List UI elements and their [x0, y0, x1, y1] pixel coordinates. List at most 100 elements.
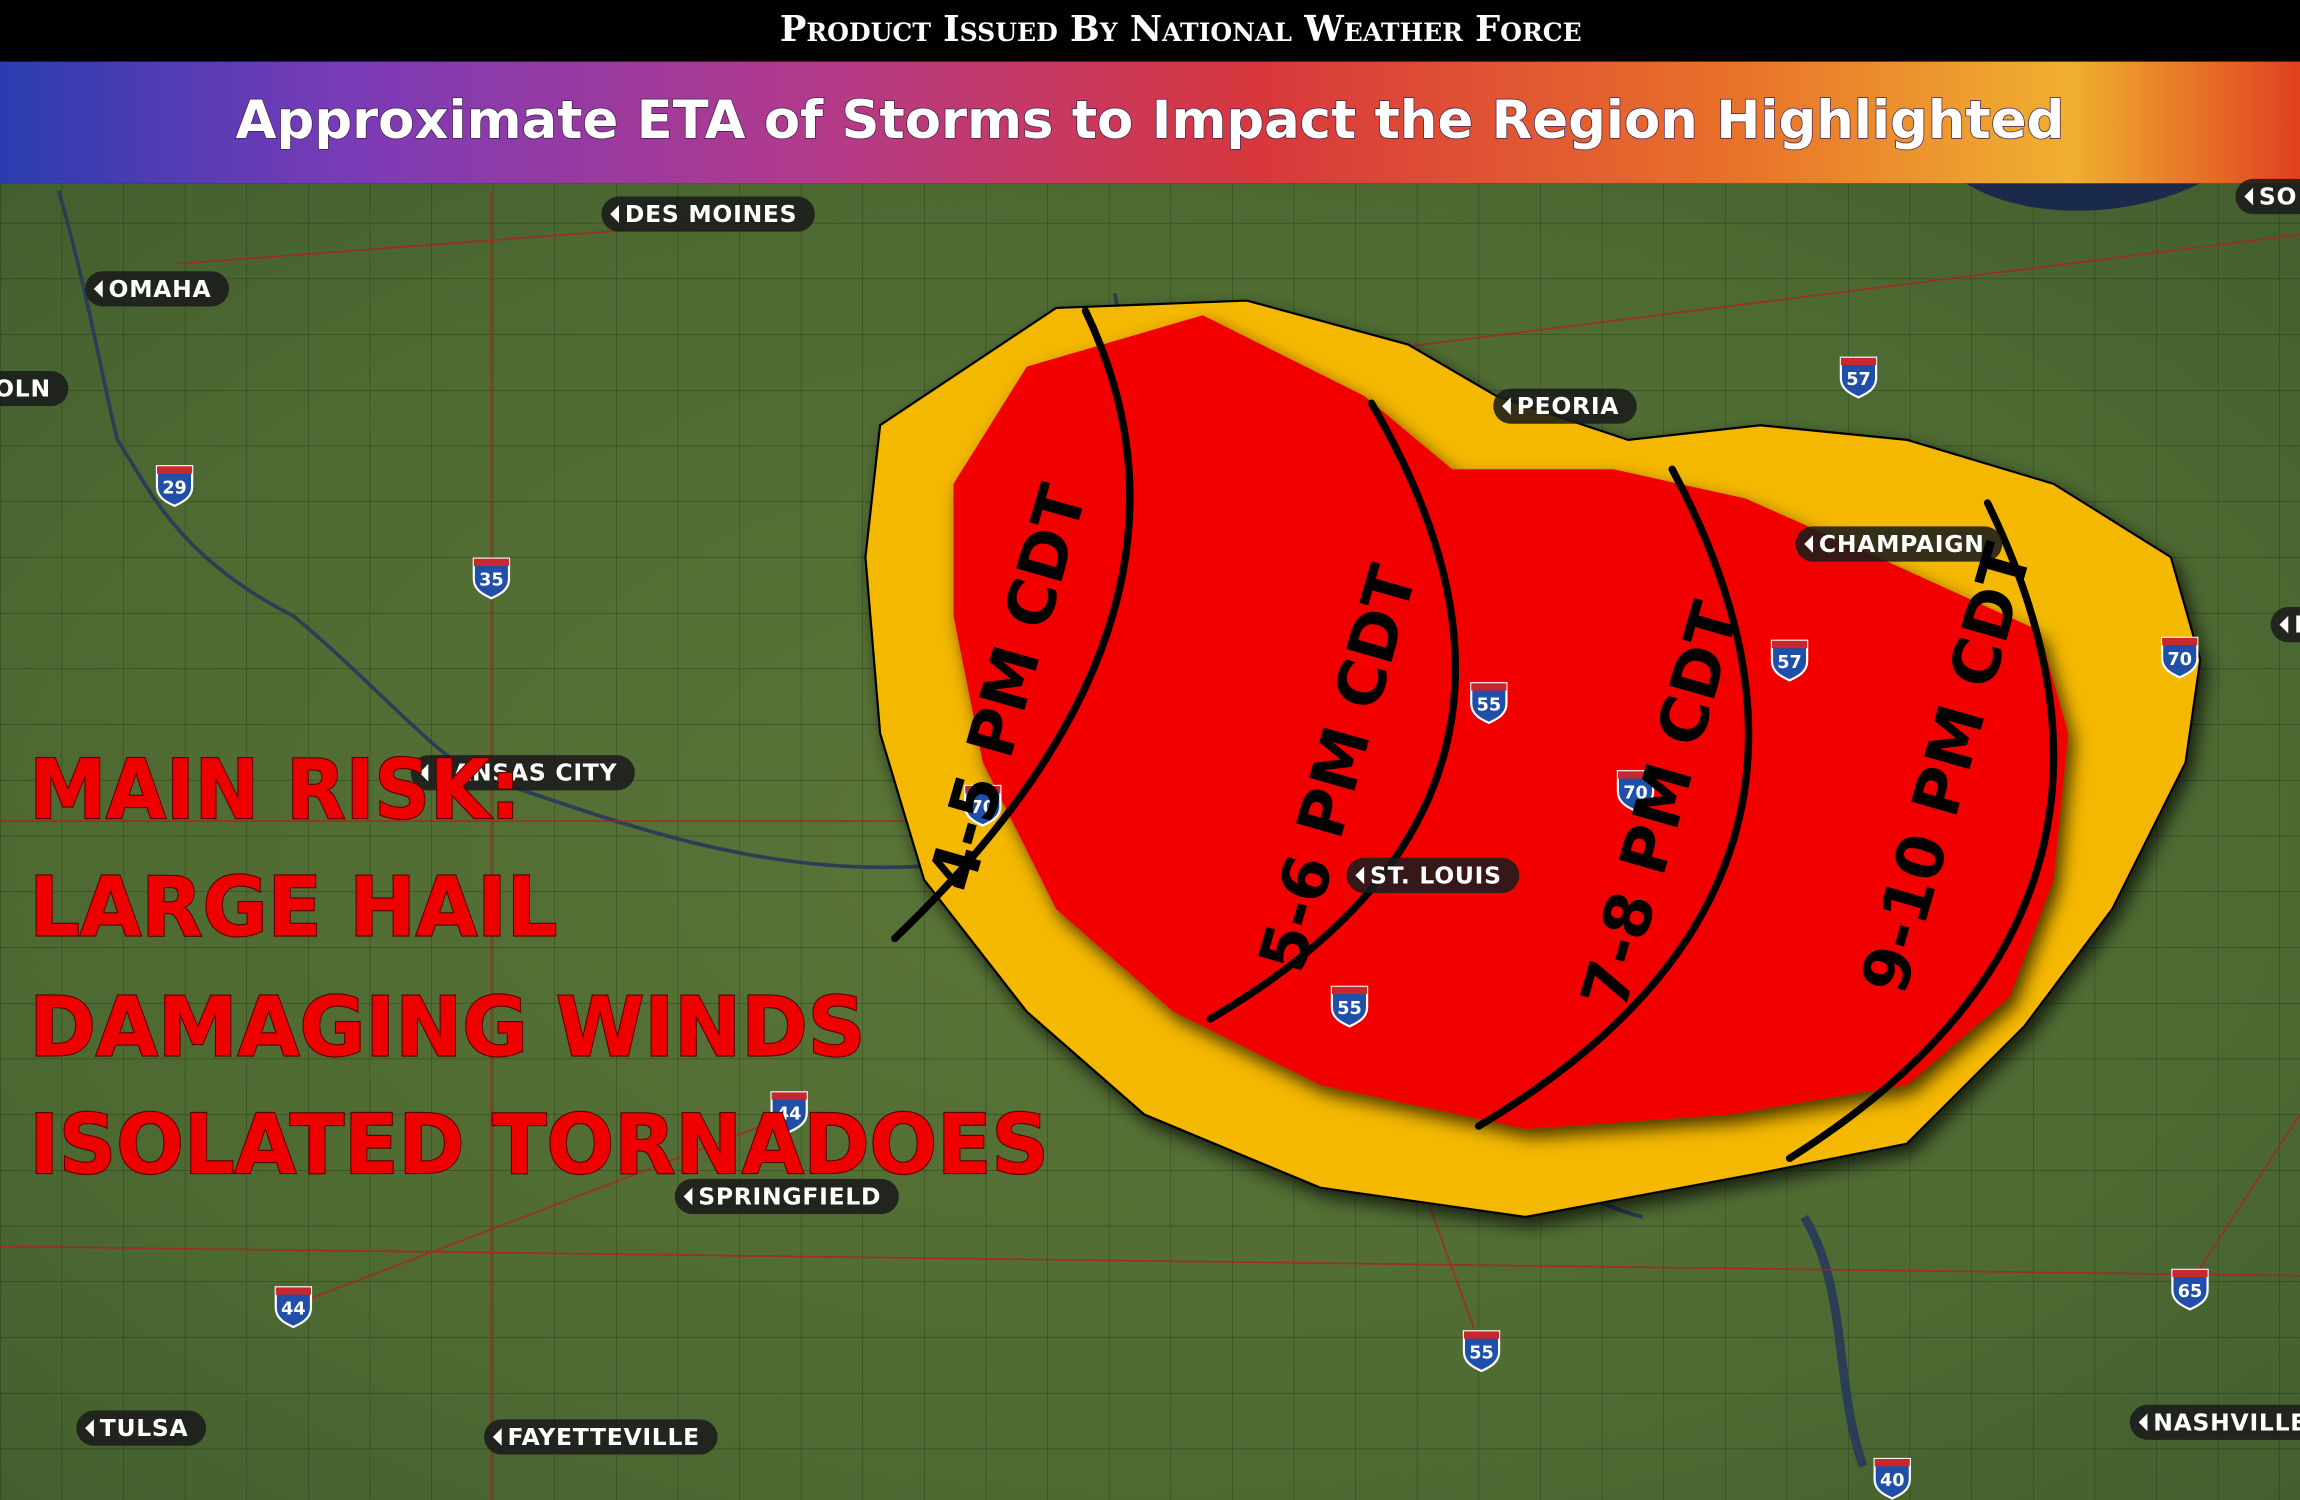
- interstate-shield: 55: [1330, 985, 1369, 1028]
- shield-number: 55: [1477, 695, 1501, 715]
- shield-shape: [1616, 770, 1655, 813]
- interstate-shield: 70: [964, 784, 1002, 827]
- interstate-shield: 35: [472, 557, 511, 600]
- interstate-shield: 29: [155, 465, 194, 508]
- shield-number: 44: [281, 1299, 305, 1319]
- city-name: KANSAS CITY: [434, 759, 617, 787]
- city-pill: [410, 755, 635, 791]
- city-name: SPRINGFIELD: [698, 1182, 881, 1210]
- city-label: OLN: [0, 370, 69, 407]
- shield-number: 65: [2178, 1282, 2202, 1302]
- shield-shape: [472, 557, 511, 600]
- shield-top: [1617, 771, 1654, 779]
- city-arrow: [1804, 535, 1814, 553]
- city-name: NASHVILLE: [2153, 1408, 2300, 1436]
- shield-number: 57: [1777, 653, 1801, 673]
- shield-top: [1874, 1458, 1910, 1467]
- shield-shape: [155, 465, 194, 508]
- shield-number: 55: [1469, 1343, 1493, 1363]
- shield-shape: [1873, 1457, 1911, 1500]
- city-label: I: [2270, 607, 2300, 643]
- city-pill: [1346, 857, 1520, 893]
- shield-top: [2172, 1269, 2208, 1278]
- shield-number: 70: [971, 798, 995, 818]
- shield-shape: [1470, 682, 1508, 725]
- shield-top: [473, 558, 509, 566]
- risk-line: MAIN RISK:: [29, 743, 520, 838]
- city-label: KANSAS CITY: [410, 755, 635, 791]
- shield-number: 29: [162, 478, 186, 498]
- city-arrow: [610, 205, 620, 223]
- city-pill: [1493, 388, 1637, 424]
- risk-line: LARGE HAIL: [29, 860, 557, 955]
- interstate-shield: 70: [1616, 770, 1655, 813]
- shield-top: [965, 785, 1001, 794]
- shield-top: [1771, 640, 1808, 649]
- shield-shape: [1770, 639, 1809, 682]
- city-name: I: [2294, 611, 2300, 639]
- shield-number: 55: [1337, 999, 1361, 1019]
- city-arrow: [2279, 615, 2289, 634]
- city-pill: [2235, 178, 2300, 215]
- interstate-shield: 65: [2171, 1268, 2209, 1311]
- city-label: FAYETTEVILLE: [484, 1419, 718, 1455]
- shield-top: [1331, 986, 1368, 995]
- city-label: SO: [2235, 178, 2300, 215]
- city-label: TULSA: [76, 1410, 207, 1446]
- city-pill: [1795, 526, 2003, 562]
- city-pill: [484, 1419, 718, 1455]
- city-pill: [2129, 1404, 2300, 1440]
- city-name: DES MOINES: [625, 200, 797, 228]
- shield-shape: [2161, 636, 2199, 679]
- interstate-shield: 57: [1770, 639, 1809, 682]
- city-arrow: [85, 1419, 94, 1437]
- city-pill: [76, 1410, 207, 1446]
- interstate-shield: 40: [1873, 1457, 1911, 1500]
- shield-number: 40: [1880, 1471, 1904, 1491]
- interstate-shield: 44: [770, 1091, 808, 1134]
- shield-shape: [770, 1091, 808, 1134]
- banner-text: Product Issued By National Weather Force: [780, 9, 1582, 50]
- city-pill: [601, 196, 815, 232]
- city-name: TULSA: [100, 1414, 189, 1442]
- city-name: OMAHA: [109, 275, 212, 303]
- eta-arc: [1206, 399, 1460, 1023]
- city-label: PEORIA: [1493, 388, 1637, 424]
- shield-top: [1463, 1331, 1500, 1339]
- title-bar: [0, 61, 2300, 184]
- city-pill: [0, 370, 69, 407]
- shield-number: 44: [777, 1104, 801, 1124]
- interstate-shield: 55: [1470, 682, 1508, 725]
- city-name: SO: [2259, 182, 2297, 210]
- city-label: SPRINGFIELD: [674, 1178, 899, 1215]
- shield-number: 35: [479, 571, 503, 591]
- city-arrow: [1502, 397, 1511, 415]
- shield-top: [771, 1092, 807, 1100]
- shield-number: 70: [1623, 783, 1647, 803]
- city-label: OMAHA: [85, 271, 230, 307]
- city-arrow: [1355, 866, 1365, 885]
- city-label: ST. LOUIS: [1346, 857, 1520, 893]
- city-label: CHAMPAIGN: [1795, 526, 2003, 562]
- city-name: ST. LOUIS: [1370, 861, 1502, 889]
- city-name: CHAMPAIGN: [1819, 530, 1985, 558]
- city-arrow: [2244, 187, 2254, 206]
- city-arrow: [2138, 1413, 2148, 1432]
- city-name: OLN: [0, 375, 51, 403]
- city-arrow: [419, 763, 429, 782]
- eta-arc: [891, 307, 1134, 943]
- title: Approximate ETA of Storms to Impact the …: [236, 90, 2065, 151]
- shield-top: [156, 466, 193, 474]
- city-name: PEORIA: [1517, 392, 1620, 420]
- city-label: NASHVILLE: [2129, 1404, 2300, 1440]
- city-pill: [85, 271, 230, 307]
- city-name: FAYETTEVILLE: [508, 1423, 700, 1451]
- eta-arc: [1474, 465, 1753, 1130]
- city-pill: [674, 1178, 899, 1215]
- city-arrow: [492, 1428, 502, 1446]
- risk-line: ISOLATED TORNADOES: [29, 1098, 1048, 1193]
- shield-top: [275, 1287, 311, 1295]
- interstate-shield: 44: [274, 1286, 313, 1329]
- shield-shape: [1330, 985, 1369, 1028]
